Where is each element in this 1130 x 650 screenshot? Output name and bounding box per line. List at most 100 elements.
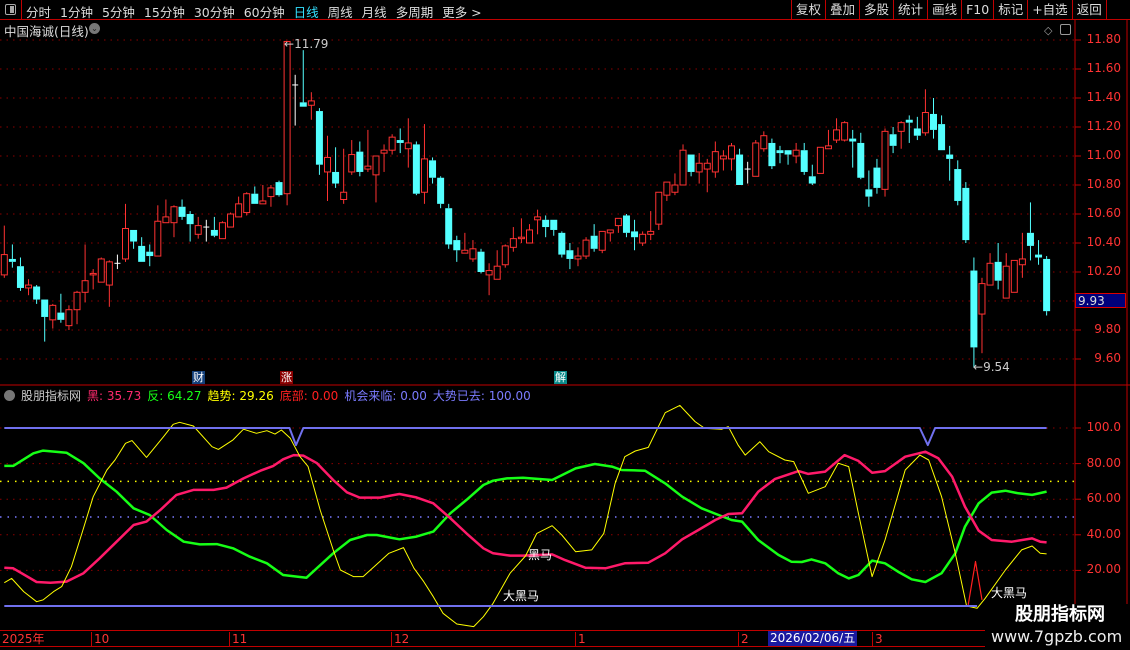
candle-body	[857, 142, 865, 178]
legend-label: 大势已去	[432, 389, 481, 403]
candle-body	[622, 215, 630, 233]
candle	[566, 243, 574, 270]
candle	[162, 199, 170, 224]
date-label: 3	[872, 632, 883, 646]
candle-body	[655, 191, 663, 225]
candle	[485, 263, 493, 296]
date-axis: 2025年 10 11 12 1 2 2026/02/06/五 3	[0, 630, 1075, 647]
toolbar-button[interactable]: 多股	[859, 0, 893, 19]
legend-value: 100.00	[488, 389, 531, 403]
candle	[501, 244, 509, 268]
candle-body	[332, 171, 340, 184]
candle	[1018, 232, 1026, 278]
legend-item: 黑: 35.73	[87, 389, 142, 403]
candle	[1043, 256, 1051, 316]
event-tag-finance[interactable]: 财	[192, 371, 205, 384]
candle	[752, 140, 760, 177]
toolbar-button[interactable]: 返回	[1071, 0, 1107, 19]
candle	[445, 203, 453, 249]
period-tab[interactable]: 更多 >	[442, 5, 482, 20]
candle-body	[663, 181, 671, 196]
candle	[372, 155, 380, 203]
candle-body	[218, 222, 226, 240]
candle	[663, 181, 671, 201]
date-label: 1	[575, 632, 586, 646]
toolbar-buttons: 复权 叠加 多股 统计 画线 F10 标记 +自选 返回	[791, 0, 1107, 19]
candle	[420, 124, 428, 204]
candle-body	[1002, 265, 1010, 299]
candle	[558, 231, 566, 258]
candle	[97, 257, 105, 283]
candle	[453, 235, 461, 262]
candle-body	[1018, 258, 1026, 266]
period-tab[interactable]: 30分钟	[193, 5, 235, 20]
candle-body	[453, 240, 461, 251]
legend-label: 反	[147, 389, 160, 403]
candle	[243, 192, 251, 216]
candle-body	[315, 111, 323, 165]
period-tab[interactable]: 多周期	[395, 5, 434, 20]
candle	[994, 243, 1002, 290]
candle-body	[170, 206, 178, 224]
period-tab[interactable]: 月线	[361, 5, 387, 20]
toolbar-button[interactable]: 标记	[993, 0, 1027, 19]
chevron-down-icon[interactable]	[4, 390, 15, 401]
candle-body	[542, 219, 550, 228]
chevron-down-icon[interactable]: ⌄	[89, 23, 100, 34]
legend-item: 趋势: 29.26	[207, 389, 274, 403]
period-tab[interactable]: 日线	[293, 5, 319, 20]
candle	[210, 216, 218, 238]
toolbar-button[interactable]: F10	[961, 0, 993, 19]
candle-body	[420, 158, 428, 193]
event-tag-limit-up[interactable]: 涨	[280, 371, 293, 384]
candle	[800, 142, 808, 175]
candle-body	[695, 162, 703, 173]
toolbar-button[interactable]: +自选	[1027, 0, 1071, 19]
candle	[380, 144, 388, 172]
candle	[913, 116, 921, 141]
candle	[283, 40, 291, 206]
period-tab[interactable]: 周线	[327, 5, 353, 20]
candle-body	[978, 283, 986, 315]
toolbar-button[interactable]: 画线	[927, 0, 961, 19]
candle-body	[679, 149, 687, 186]
period-tab[interactable]: 5分钟	[101, 5, 135, 20]
period-tab[interactable]: 分时	[26, 5, 52, 20]
candle	[461, 232, 469, 254]
legend-label: 趋势	[207, 389, 232, 403]
toolbar-button[interactable]: 复权	[791, 0, 825, 19]
candle	[493, 250, 501, 280]
toolbar-button[interactable]: 统计	[893, 0, 927, 19]
candle-body	[687, 154, 695, 172]
legend-label: 机会来临	[344, 389, 393, 403]
candle	[954, 160, 962, 206]
legend-label: 黑	[87, 389, 100, 403]
period-tab[interactable]: 1分钟	[60, 5, 93, 20]
period-tab[interactable]: 15分钟	[143, 5, 185, 20]
panel-toggle-icon[interactable]	[0, 0, 22, 19]
candle	[946, 145, 954, 181]
period-tab[interactable]: 60分钟	[243, 5, 285, 20]
candle-body	[517, 236, 525, 240]
candle	[235, 196, 243, 218]
candle	[873, 158, 881, 194]
panel-layout-icon[interactable]	[1060, 24, 1071, 35]
legend-label: 底部	[279, 389, 304, 403]
diamond-icon[interactable]: ◇	[1044, 24, 1053, 37]
candle-body	[105, 261, 113, 286]
toolbar-button[interactable]: 叠加	[825, 0, 859, 19]
candle-body	[445, 208, 453, 245]
indicator-axis-label: 60.00	[1086, 491, 1121, 506]
candle-body	[736, 154, 744, 185]
candle-body	[65, 309, 73, 327]
candle-body	[251, 193, 259, 204]
watermark-name: 股朋指标网	[1015, 604, 1105, 625]
candle	[606, 229, 614, 242]
legend-value: 29.26	[239, 389, 274, 403]
candle	[81, 244, 89, 303]
candle	[194, 216, 202, 239]
date-label: 11	[229, 632, 247, 646]
candle	[429, 157, 437, 184]
event-tag-unlock[interactable]: 解	[554, 371, 567, 384]
date-label: 2	[738, 632, 749, 646]
